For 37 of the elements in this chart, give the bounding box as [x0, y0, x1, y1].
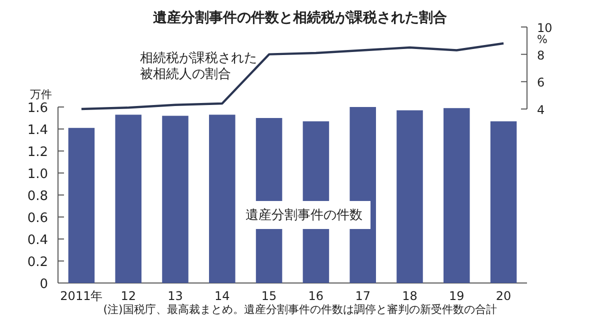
- y-tick-label: 0.6: [27, 211, 48, 226]
- series-label: 遺産分割事件の件数: [246, 207, 362, 223]
- y-axis-title: 万件: [30, 88, 52, 101]
- bar: [162, 116, 188, 283]
- y-tick-label: 0.8: [27, 189, 48, 204]
- text: 1.0: [27, 167, 48, 182]
- bar: [115, 114, 142, 283]
- text: (注)国税庁、最高裁まとめ。遺産分割事件の件数は調停と審判の新受件数の合計: [103, 303, 497, 316]
- x-tick-label: 18: [402, 289, 418, 303]
- x-tick-label: 14: [214, 289, 230, 303]
- text: 0: [40, 277, 48, 292]
- text: %: [537, 33, 548, 46]
- chart-title: 遺産分割事件の件数と相続税が課税された割合: [152, 9, 447, 26]
- bar: [444, 108, 470, 283]
- bar: [490, 121, 517, 283]
- y-tick-label: 10: [537, 21, 552, 35]
- x-tick-label: 2011年: [60, 289, 103, 303]
- y-tick-label: 0.2: [27, 255, 48, 270]
- series-label: 相続税が課税された被相続人の割合: [140, 51, 257, 82]
- x-tick-label: 15: [261, 289, 277, 303]
- y-tick-label: 1.4: [27, 123, 48, 138]
- bar: [68, 128, 95, 283]
- bar: [209, 114, 236, 283]
- x-tick-label: 12: [120, 289, 136, 303]
- y-tick-label: 8: [537, 48, 545, 62]
- y-tick-label: 4: [537, 103, 545, 117]
- y-tick-label: 6: [537, 76, 545, 90]
- x-tick-label: 17: [355, 289, 370, 303]
- y-tick-label: 0.4: [27, 233, 48, 248]
- x-tick-label: 19: [449, 289, 464, 303]
- y-tick-label: 1.2: [27, 145, 48, 160]
- y-tick-label: 1.6: [27, 101, 48, 116]
- line-series: [80, 42, 505, 110]
- x-tick-label: 13: [168, 289, 183, 303]
- x-tick-label: 16: [308, 289, 324, 303]
- bar: [396, 110, 423, 283]
- x-tick-label: 20: [496, 289, 512, 303]
